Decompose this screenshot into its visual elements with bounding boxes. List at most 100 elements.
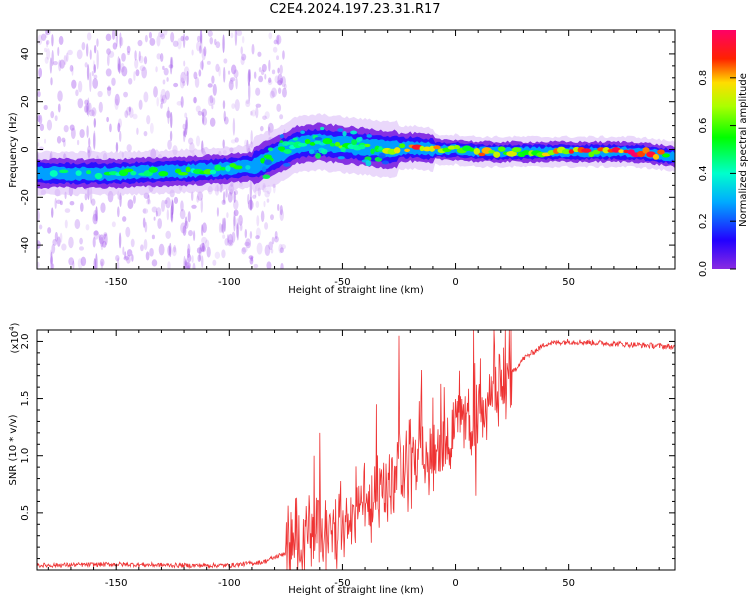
noise-speckle xyxy=(63,124,69,133)
noise-speckle xyxy=(226,234,230,243)
y-tick-label: 2.0 xyxy=(20,333,31,349)
noise-speckle xyxy=(155,66,158,73)
noise-speckle xyxy=(192,97,198,104)
noise-speckle xyxy=(46,48,51,60)
noise-speckle xyxy=(240,56,245,66)
ridge-hotspot xyxy=(49,170,58,177)
noise-speckle xyxy=(173,196,179,204)
noise-speckle xyxy=(197,110,203,116)
noise-speckle xyxy=(119,192,122,207)
noise-speckle xyxy=(91,198,96,206)
y-tick-label: 1.5 xyxy=(20,391,31,407)
noise-speckle xyxy=(256,242,263,255)
noise-speckle xyxy=(59,200,63,206)
noise-speckle xyxy=(88,102,92,113)
colorbar-label: Normalized spectral amplitude xyxy=(738,73,749,227)
noise-speckle xyxy=(190,191,194,201)
ridge-hotspot xyxy=(581,148,592,153)
noise-speckle xyxy=(104,233,108,246)
ridge-hotspot xyxy=(493,151,501,158)
noise-speckle xyxy=(234,137,239,143)
noise-speckle xyxy=(77,258,83,269)
noise-speckle xyxy=(184,258,188,269)
noise-speckle xyxy=(173,245,177,253)
ridge-hotspot xyxy=(453,144,461,150)
ridge-scatter xyxy=(337,128,344,133)
noise-speckle xyxy=(276,103,282,112)
noise-speckle xyxy=(204,239,210,248)
ridge-scatter xyxy=(315,152,321,159)
noise-speckle xyxy=(271,236,275,245)
colorbar-gradient xyxy=(712,30,736,269)
noise-speckle xyxy=(100,243,104,251)
ridge-scatter xyxy=(314,136,323,141)
noise-speckle xyxy=(63,54,67,66)
noise-speckle xyxy=(92,78,99,89)
noise-speckle xyxy=(201,255,204,268)
snr-y-ticks: 0.5 1.0 1.5 2.0 xyxy=(20,333,675,560)
noise-speckle xyxy=(279,204,283,216)
noise-speckle xyxy=(186,253,192,263)
ridge-hotspot xyxy=(233,165,243,170)
noise-speckle xyxy=(79,237,83,245)
noise-speckle xyxy=(188,229,193,237)
ridge-hotspot xyxy=(506,150,517,157)
noise-speckle xyxy=(76,49,83,60)
noise-speckle xyxy=(282,87,287,98)
noise-speckle xyxy=(105,68,112,77)
noise-speckle xyxy=(196,195,200,203)
noise-speckle xyxy=(255,103,262,108)
noise-speckle xyxy=(218,222,222,234)
noise-speckle xyxy=(40,33,47,41)
noise-speckle xyxy=(195,135,201,147)
ridge-hotspot xyxy=(511,147,522,153)
noise-speckle xyxy=(56,136,62,144)
noise-speckle xyxy=(95,206,98,222)
noise-speckle xyxy=(165,197,171,209)
noise-speckle xyxy=(225,188,228,198)
ridge-hotspot xyxy=(309,141,316,146)
noise-speckle xyxy=(239,224,243,232)
noise-speckle xyxy=(222,217,225,234)
ridge-hotspot xyxy=(158,170,169,177)
ridge-hotspot xyxy=(283,148,292,154)
noise-speckle xyxy=(139,65,146,72)
noise-speckle xyxy=(179,77,185,89)
colorbar-ticks: 0.0 0.2 0.4 0.6 0.8 xyxy=(698,70,736,277)
ridge-hotspot xyxy=(497,146,506,152)
ridge-hotspot xyxy=(473,148,481,155)
noise-speckle xyxy=(183,66,190,77)
noise-speckle xyxy=(199,30,203,44)
ridge-hotspot xyxy=(245,165,251,170)
noise-speckle xyxy=(93,230,99,236)
noise-speckle xyxy=(169,56,173,75)
noise-speckle xyxy=(84,99,89,106)
noise-speckle xyxy=(128,107,134,119)
noise-speckle xyxy=(259,125,264,132)
noise-speckle xyxy=(100,261,104,269)
noise-speckle xyxy=(269,90,275,99)
noise-speckle xyxy=(80,256,87,267)
noise-speckle xyxy=(119,32,122,49)
noise-speckle xyxy=(93,130,96,151)
ridge-scatter xyxy=(365,160,372,167)
noise-speckle xyxy=(185,119,188,136)
noise-speckle xyxy=(142,208,147,214)
noise-speckle xyxy=(52,61,58,66)
noise-speckle xyxy=(84,104,88,113)
noise-speckle xyxy=(231,64,237,75)
noise-speckle xyxy=(120,62,125,73)
noise-speckle xyxy=(86,102,89,116)
noise-speckle xyxy=(182,123,186,130)
noise-speckle xyxy=(124,251,127,260)
noise-speckle xyxy=(276,35,280,46)
noise-speckle xyxy=(123,256,130,261)
ridge-scatter xyxy=(279,134,285,139)
noise-speckle xyxy=(215,41,221,49)
noise-speckle xyxy=(191,204,197,209)
noise-speckle xyxy=(241,247,246,255)
noise-speckle xyxy=(118,58,121,74)
snr-panel: -150 -100 -50 0 50 0.5 1.0 1.5 2.0 Height of st… xyxy=(8,322,676,596)
ridge-scatter xyxy=(267,147,274,152)
noise-speckle xyxy=(198,244,202,262)
